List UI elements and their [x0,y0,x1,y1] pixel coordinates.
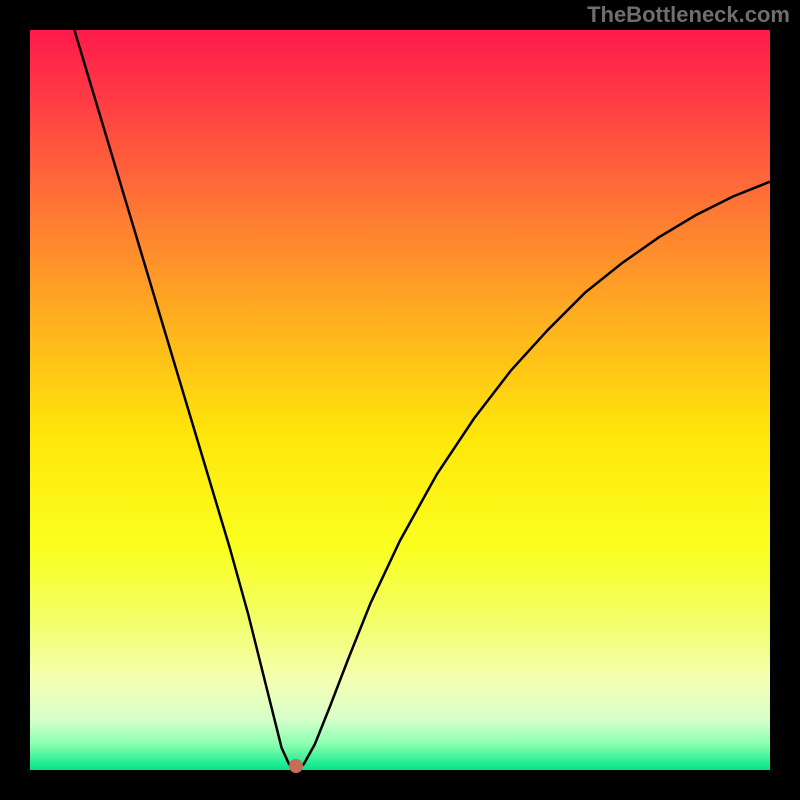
bottleneck-curve [74,30,770,770]
chart-frame: TheBottleneck.com [0,0,800,800]
plot-area [30,30,770,770]
optimal-point-marker [289,759,303,773]
curve-layer [30,30,770,770]
watermark-text: TheBottleneck.com [587,2,790,28]
